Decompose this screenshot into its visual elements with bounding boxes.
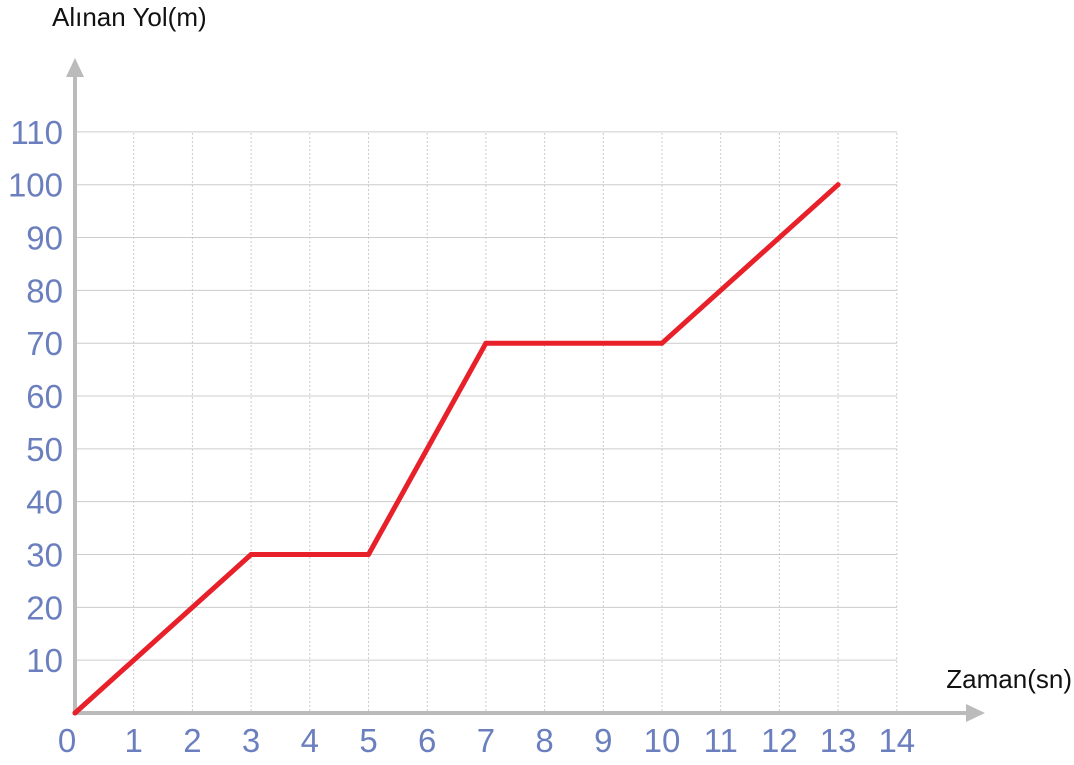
y-axis-arrow-icon [66, 58, 84, 77]
data-point [659, 340, 665, 346]
x-tick-label: 1 [125, 722, 143, 759]
x-axis-title: Zaman(sn) [946, 664, 1072, 694]
y-tick-label: 80 [26, 272, 63, 309]
x-tick-labels: 0 1 2 3 4 5 6 7 8 9 10 11 12 13 14 [58, 722, 915, 759]
y-tick-label: 10 [26, 642, 63, 679]
x-tick-label: 2 [183, 722, 201, 759]
x-tick-label: 6 [418, 722, 436, 759]
x-tick-label: 9 [594, 722, 612, 759]
x-tick-label: 13 [820, 722, 857, 759]
grid [75, 131, 898, 713]
x-tick-label: 12 [761, 722, 798, 759]
axes [66, 58, 985, 722]
y-tick-label: 60 [26, 378, 63, 415]
y-tick-label: 20 [26, 589, 63, 626]
distance-line-series [72, 182, 841, 716]
x-tick-label: 14 [878, 722, 915, 759]
x-tick-label: 11 [704, 722, 738, 759]
y-axis-title: Alınan Yol(m) [52, 2, 207, 32]
y-tick-labels: 10 20 30 40 50 60 70 80 90 100 110 [8, 114, 63, 679]
x-axis-arrow-icon [966, 704, 985, 722]
x-tick-label: 3 [242, 722, 260, 759]
x-tick-label: 5 [359, 722, 377, 759]
y-tick-label: 110 [10, 114, 63, 151]
x-tick-label: 10 [644, 722, 681, 759]
data-point [248, 552, 254, 558]
x-tick-label: 4 [301, 722, 319, 759]
data-point [483, 340, 489, 346]
x-tick-label: 8 [535, 722, 553, 759]
data-point [72, 710, 78, 716]
series-lines [72, 182, 841, 716]
y-tick-label: 50 [26, 431, 63, 468]
y-tick-label: 90 [26, 220, 63, 257]
y-tick-label: 30 [26, 537, 63, 574]
y-tick-label: 40 [26, 484, 63, 521]
y-tick-label: 100 [8, 167, 63, 204]
data-point [835, 182, 841, 188]
data-point [366, 552, 371, 558]
x-tick-label: 7 [477, 722, 495, 759]
y-tick-label: 70 [26, 325, 63, 362]
x-tick-label: 0 [58, 722, 76, 759]
